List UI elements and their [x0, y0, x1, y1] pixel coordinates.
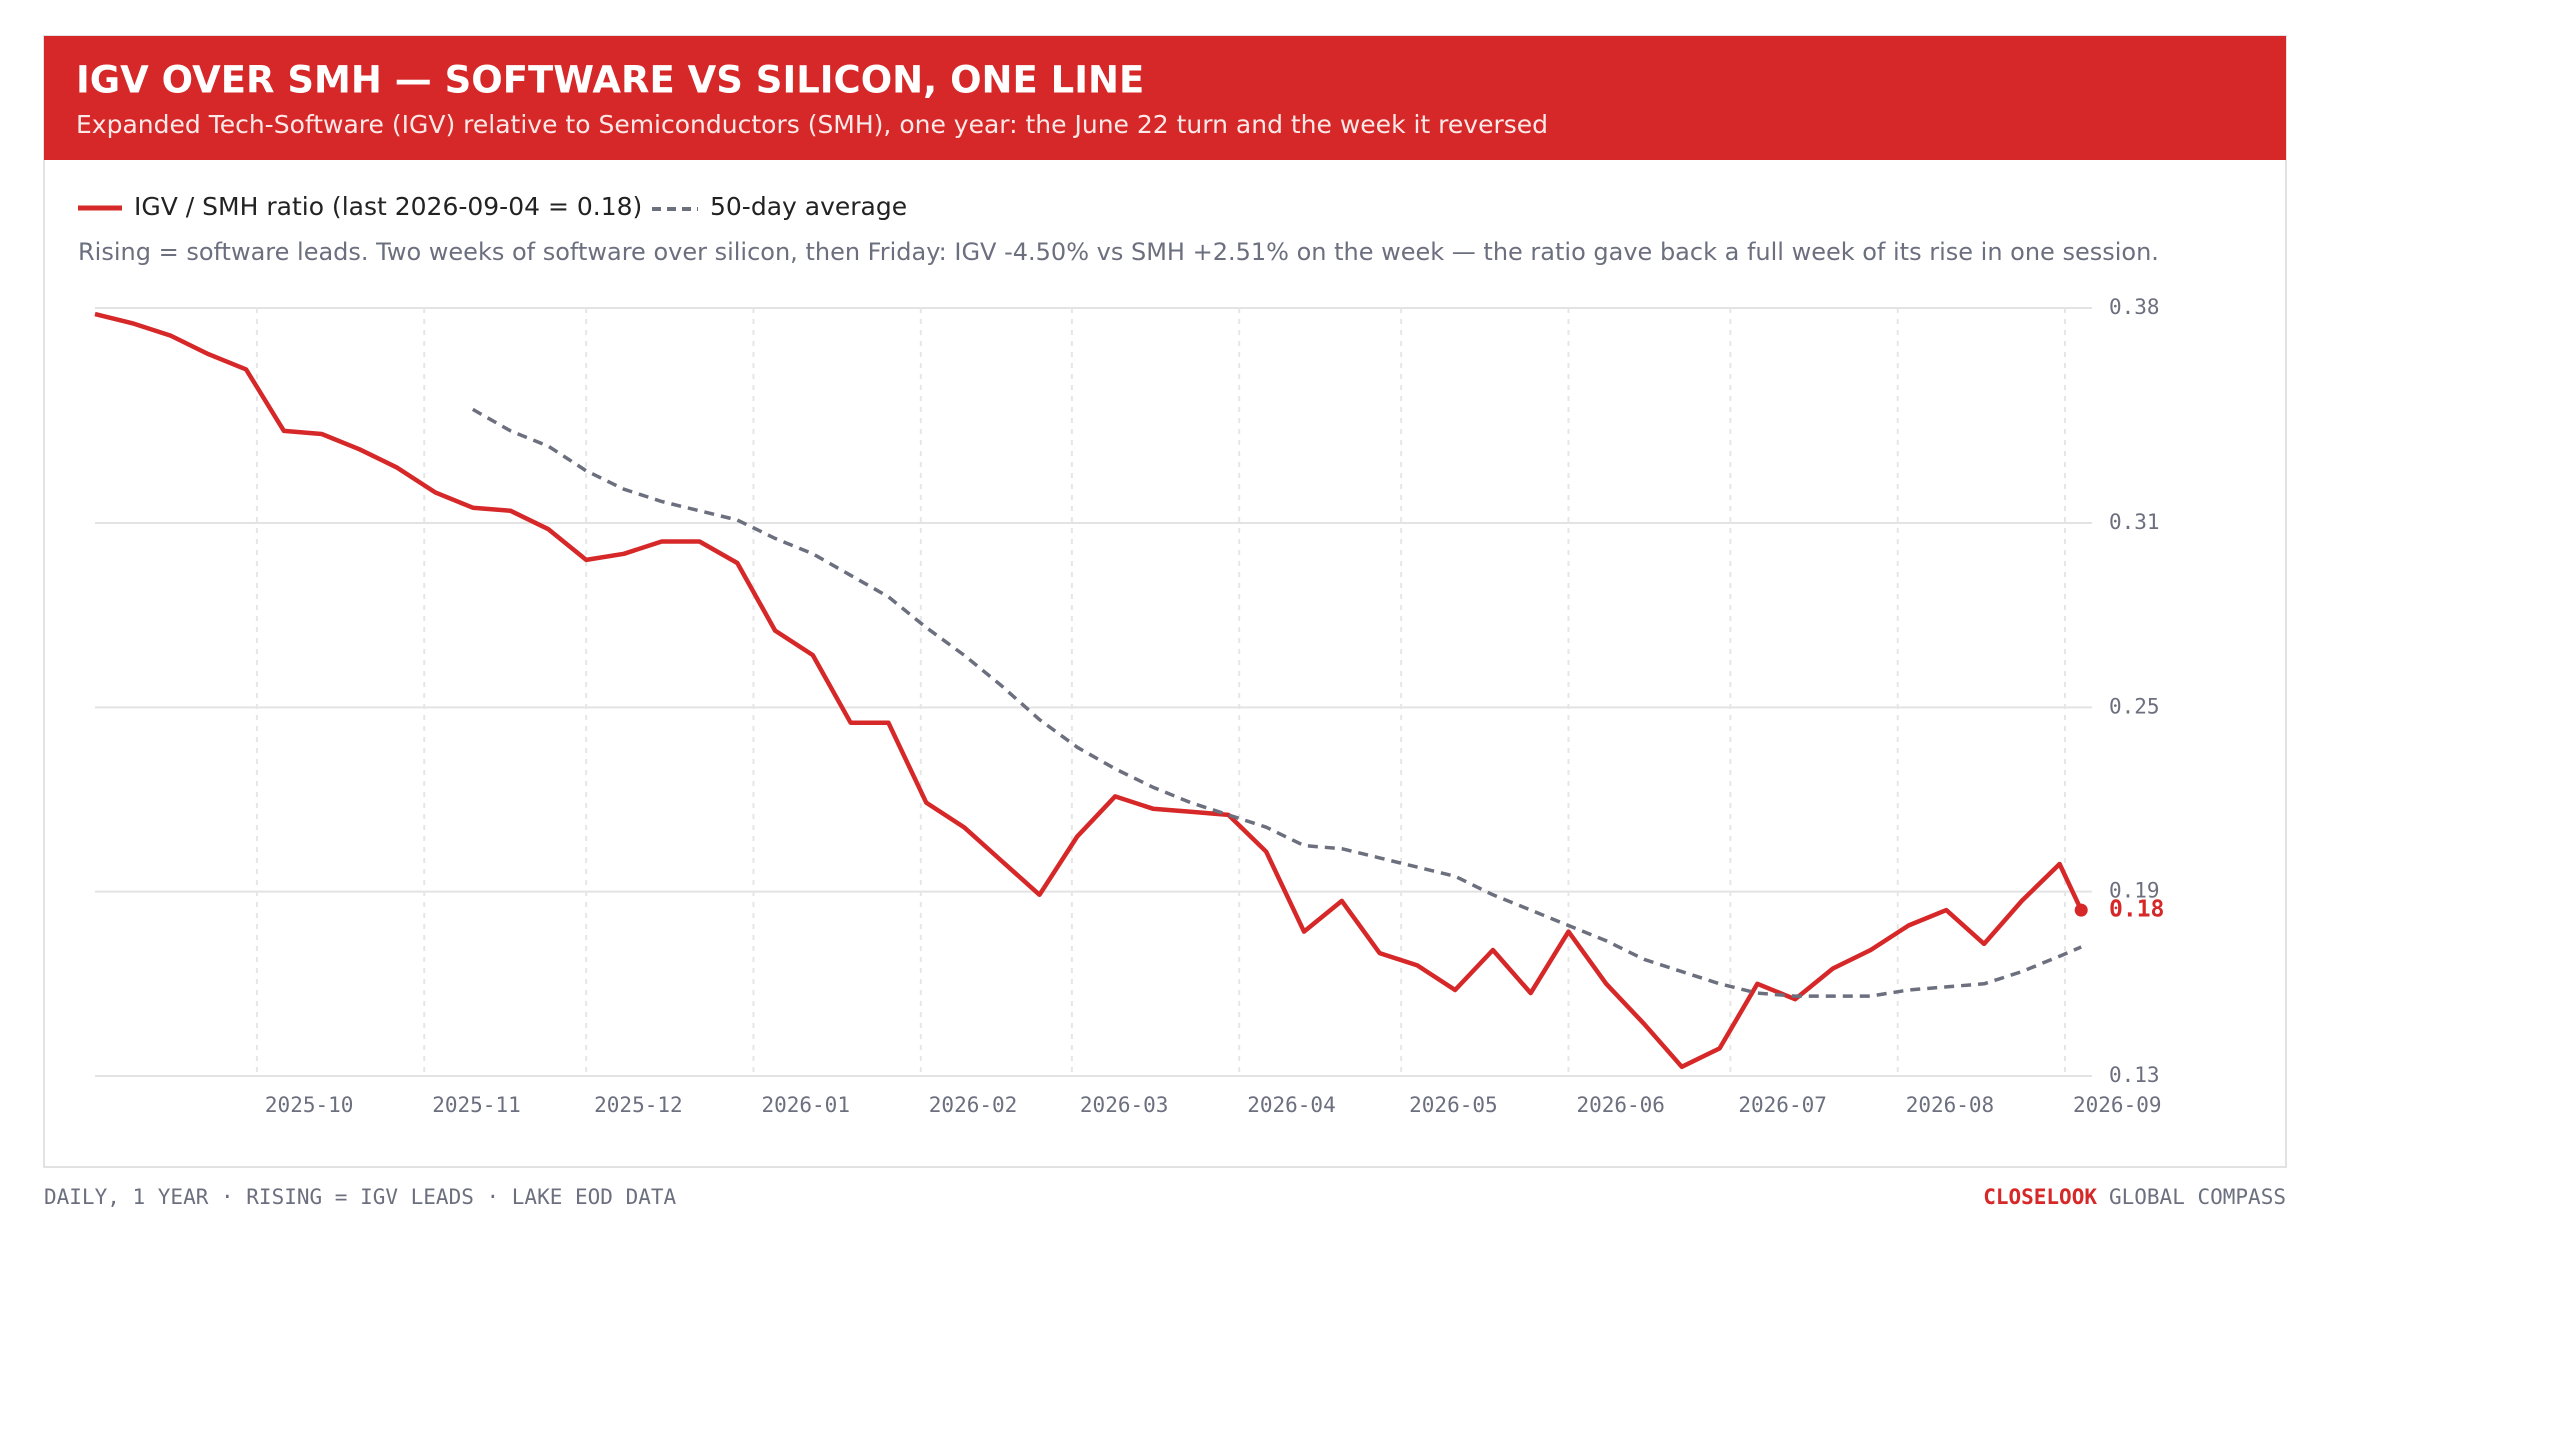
y-tick-label: 0.19 [2109, 879, 2160, 903]
x-tick-label: 2026-01 [761, 1093, 850, 1117]
y-tick-label: 0.25 [2109, 694, 2160, 718]
x-tick-label: 2026-08 [1906, 1093, 1995, 1117]
footer-brand: CLOSELOOK GLOBAL COMPASS [1983, 1185, 2286, 1209]
header-band [44, 36, 2286, 160]
chart-subtitle: Expanded Tech-Software (IGV) relative to… [76, 110, 1548, 139]
end-dot [2074, 903, 2088, 917]
x-tick-label: 2026-03 [1080, 1093, 1169, 1117]
x-tick-label: 2026-04 [1247, 1093, 1336, 1117]
y-tick-label: 0.13 [2109, 1063, 2160, 1087]
x-tick-label: 2026-02 [929, 1093, 1018, 1117]
chart-title: IGV OVER SMH — SOFTWARE VS SILICON, ONE … [76, 59, 1144, 102]
chart-note: Rising = software leads. Two weeks of so… [78, 238, 2159, 266]
series-line [471, 407, 2082, 998]
x-tick-label: 2025-11 [432, 1093, 521, 1117]
x-tick-label: 2026-06 [1576, 1093, 1665, 1117]
y-tick-label: 0.31 [2109, 510, 2160, 534]
legend-label: IGV / SMH ratio (last 2026-09-04 = 0.18) [134, 192, 642, 221]
series-line [94, 311, 2084, 1070]
end-label: 0.18 [2109, 897, 2164, 923]
x-tick-label: 2026-07 [1738, 1093, 1827, 1117]
x-tick-label: 2025-10 [265, 1093, 354, 1117]
legend-label: 50-day average [710, 192, 907, 221]
x-tick-label: 2025-12 [594, 1093, 683, 1117]
x-tick-label: 2026-09 [2073, 1093, 2162, 1117]
footer-source: DAILY, 1 YEAR · RISING = IGV LEADS · LAK… [44, 1185, 677, 1209]
x-tick-label: 2026-05 [1409, 1093, 1498, 1117]
brand: CLOSELOOK [1983, 1185, 2097, 1209]
brand-sub: GLOBAL COMPASS [2109, 1185, 2286, 1209]
y-tick-label: 0.38 [2109, 295, 2160, 319]
card [43, 35, 2287, 1168]
